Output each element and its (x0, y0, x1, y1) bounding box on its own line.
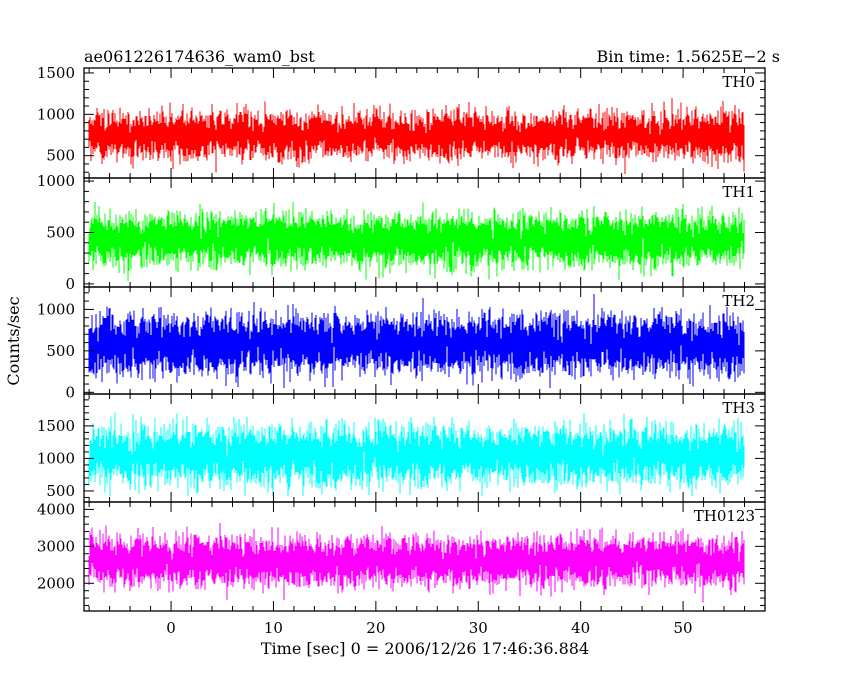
panel-th3: 500 1000 1500 TH3 (37, 393, 766, 503)
series-th1 (88, 201, 745, 281)
y-tick-label: 0 (65, 383, 75, 401)
panel-th2: 0 500 1000 TH2 (37, 286, 766, 401)
y-tick-label: 1000 (37, 172, 75, 190)
panel-th0123: 2000 3000 4000 TH0123 (37, 500, 766, 612)
series-th3 (88, 412, 745, 497)
y-tick-label: 1000 (37, 105, 75, 123)
series-th0123 (88, 522, 745, 603)
y-tick-label: 1500 (37, 64, 75, 82)
y-tick-label: 500 (46, 147, 75, 165)
y-tick-label: 1000 (37, 300, 75, 318)
band-label-th0123: TH0123 (694, 507, 755, 525)
y-tick-label: 1000 (37, 449, 75, 467)
y-axis-label: Counts/sec (4, 296, 23, 385)
y-tick-label: 2000 (37, 574, 75, 592)
y-tick-label: 3000 (37, 537, 75, 555)
y-tick-label: 1500 (37, 417, 75, 435)
x-tick-label: 0 (166, 619, 176, 637)
x-tick-label: 30 (469, 619, 488, 637)
series-th2 (88, 293, 745, 389)
band-label-th0: TH0 (722, 73, 755, 91)
band-label-th2: TH2 (722, 292, 755, 310)
chart-title: ae061226174636_wam0_bst (84, 47, 315, 66)
y-tick-label: 500 (46, 342, 75, 360)
x-tick-label: 40 (571, 619, 590, 637)
band-label-th3: TH3 (722, 399, 755, 417)
panel-th0: 500 1000 1500 TH0 (37, 64, 766, 179)
y-tick-label: 4000 (37, 500, 75, 518)
x-tick-label: 50 (674, 619, 693, 637)
panel-th1: 0 500 1000 TH1 (37, 172, 766, 293)
x-axis-label: Time [sec] 0 = 2006/12/26 17:46:36.884 (261, 639, 589, 658)
band-label-th1: TH1 (722, 183, 755, 201)
y-tick-label: 500 (46, 482, 75, 500)
x-tick-label: 10 (264, 619, 283, 637)
panel-frame (83, 501, 766, 612)
chart-subtitle: Bin time: 1.5625E−2 s (597, 47, 780, 66)
x-tick-label: 20 (366, 619, 385, 637)
y-tick-label: 0 (65, 275, 75, 293)
y-tick-label: 500 (46, 224, 75, 242)
series-th0 (88, 98, 745, 174)
